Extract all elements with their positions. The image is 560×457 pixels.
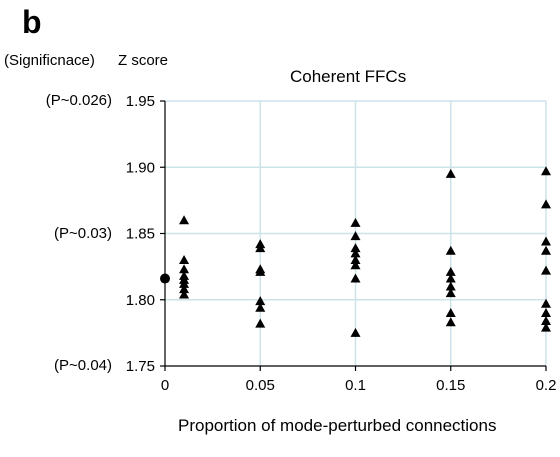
data-point (179, 215, 190, 225)
data-point (541, 245, 551, 255)
data-point (255, 243, 266, 253)
significance-tick-label: (P~0.026) (45, 92, 112, 109)
y-tick-label: 1.90 (126, 159, 155, 176)
data-point (541, 199, 551, 209)
data-point (255, 302, 266, 312)
y-axis-label: Z score (118, 52, 169, 69)
data-point (445, 308, 456, 317)
chart-title: Coherent FFCs (290, 67, 407, 86)
data-point (255, 318, 266, 328)
y-tick-label: 1.85 (126, 226, 155, 243)
data-point (350, 231, 361, 241)
significance-header: (Significnace) (4, 52, 95, 69)
data-point (445, 317, 456, 327)
data-point (541, 166, 551, 176)
data-point (541, 322, 551, 332)
data-point (445, 273, 456, 283)
data-point (445, 281, 456, 291)
data-point (255, 266, 266, 276)
data-point (350, 248, 361, 258)
data-point (179, 289, 190, 299)
data-point (445, 266, 456, 276)
panel-letter: b (22, 4, 42, 40)
x-tick-label: 0.15 (436, 377, 465, 394)
x-tick-label: 0.05 (246, 377, 275, 394)
data-point (179, 264, 190, 274)
significance-tick-label: (P~0.03) (54, 224, 112, 242)
x-tick-label: 0.1 (345, 377, 366, 394)
y-tick-label: 1.95 (126, 93, 155, 110)
y-tick-label: 1.80 (126, 292, 155, 309)
baseline-point (160, 273, 170, 284)
data-point (445, 245, 456, 255)
data-point (541, 236, 551, 246)
data-point (350, 255, 361, 264)
data-point (179, 278, 190, 288)
data-point (445, 168, 456, 178)
y-tick-label: 1.75 (126, 358, 155, 375)
data-point (541, 265, 551, 275)
data-point (541, 298, 551, 308)
data-point (445, 288, 456, 298)
data-point (255, 296, 266, 306)
x-tick-label: 0.2 (536, 377, 557, 394)
data-point (179, 255, 190, 264)
data-point (350, 327, 361, 337)
data-point (541, 308, 551, 317)
data-point (541, 315, 551, 325)
data-point (350, 243, 361, 253)
x-tick-label: 0 (161, 377, 169, 394)
data-point (179, 284, 190, 294)
data-point (350, 217, 361, 227)
data-point (350, 260, 361, 270)
data-point (350, 273, 361, 283)
x-axis-label: Proportion of mode-perturbed connections (178, 416, 497, 435)
significance-tick-label: (P~0.04) (54, 357, 112, 374)
